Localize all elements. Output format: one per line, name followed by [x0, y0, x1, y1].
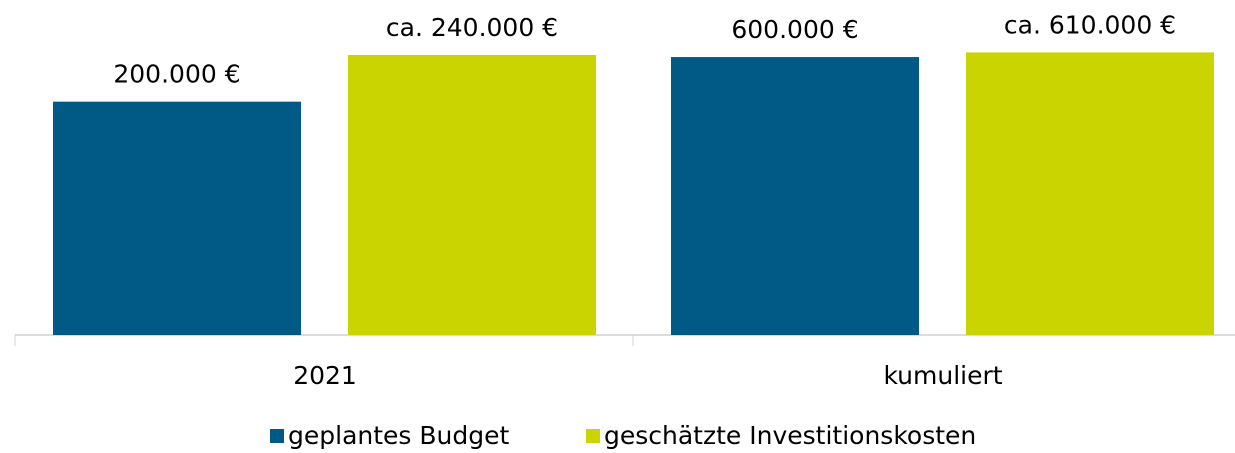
x-tick-label: 2021	[293, 361, 357, 390]
bar	[671, 57, 919, 335]
legend-label: geschätzte Investitionskosten	[604, 421, 976, 449]
bar	[348, 55, 596, 335]
value-label: ca. 610.000 €	[1004, 10, 1176, 39]
value-label: 200.000 €	[113, 60, 240, 89]
bar	[966, 52, 1214, 335]
value-label: ca. 240.000 €	[386, 13, 558, 42]
bar	[53, 101, 301, 336]
legend-swatch	[270, 429, 284, 443]
value-label: 600.000 €	[731, 15, 858, 44]
x-tick-label: kumuliert	[883, 361, 1002, 390]
legend-swatch	[586, 429, 600, 443]
legend-label: geplantes Budget	[288, 421, 509, 449]
